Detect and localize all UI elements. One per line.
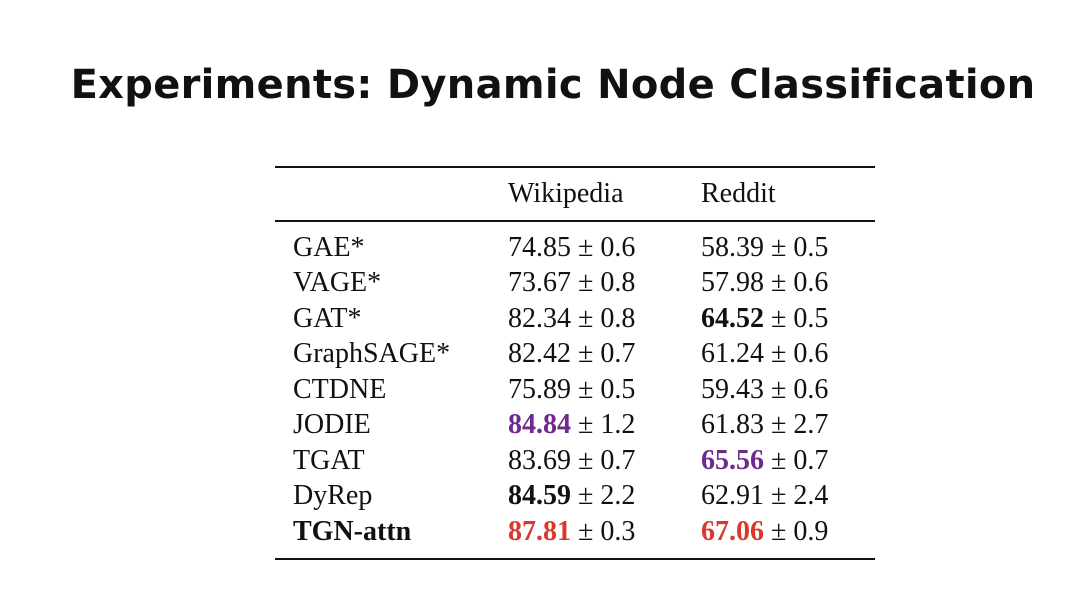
reddit-cell: 64.52 ± 0.5 (701, 301, 828, 337)
reddit-score: 62.91 (701, 480, 764, 511)
reddit-std: ± 2.7 (771, 409, 829, 440)
reddit-score: 64.52 (701, 302, 764, 334)
wikipedia-score: 84.84 (508, 409, 571, 440)
reddit-std: ± 0.9 (771, 515, 829, 547)
wikipedia-cell: 84.84 ± 1.2 (508, 407, 635, 443)
method-name: TGN-attn (293, 515, 412, 547)
wikipedia-score: 84.59 (508, 480, 571, 511)
table-row: DyRep 84.59 ± 2.2 62.91 ± 2.4 (275, 478, 875, 514)
method-name: GraphSAGE* (293, 338, 451, 369)
wikipedia-cell: 82.34 ± 0.8 (508, 301, 635, 337)
reddit-cell: 57.98 ± 0.6 (701, 265, 828, 301)
reddit-std: ± 0.5 (771, 302, 829, 334)
table-row: GraphSAGE* 82.42 ± 0.7 61.24 ± 0.6 (275, 336, 875, 372)
reddit-cell: 62.91 ± 2.4 (701, 478, 828, 514)
header-reddit: Reddit (701, 178, 776, 209)
method-name: GAT* (293, 302, 362, 334)
wikipedia-std: ± 0.7 (578, 338, 636, 369)
results-table: Wikipedia Reddit GAE* 74.85 ± 0.6 58.39 ± … (275, 166, 875, 560)
wikipedia-cell: 83.69 ± 0.7 (508, 443, 635, 479)
wikipedia-cell: 87.81 ± 0.3 (508, 514, 635, 550)
method-name: CTDNE (293, 373, 387, 405)
wikipedia-std: ± 0.3 (578, 515, 636, 547)
method-name: GAE* (293, 231, 365, 263)
method-name: JODIE (293, 409, 371, 440)
table-row: TGAT 83.69 ± 0.7 65.56 ± 0.7 (275, 443, 875, 479)
wikipedia-cell: 82.42 ± 0.7 (508, 336, 635, 372)
table-header: Wikipedia Reddit (275, 168, 875, 220)
reddit-score: 61.83 (701, 409, 764, 440)
reddit-score: 67.06 (701, 515, 764, 547)
slide-title: Experiments: Dynamic Node Classification (70, 62, 1036, 108)
reddit-std: ± 0.7 (771, 444, 829, 476)
reddit-cell: 67.06 ± 0.9 (701, 514, 828, 550)
wikipedia-std: ± 0.6 (578, 231, 636, 263)
reddit-std: ± 0.5 (771, 231, 829, 263)
header-wikipedia: Wikipedia (508, 178, 624, 209)
top-rule (275, 166, 875, 168)
method-name: DyRep (293, 480, 373, 511)
reddit-std: ± 0.6 (771, 338, 829, 369)
reddit-std: ± 0.6 (771, 373, 829, 405)
reddit-score: 57.98 (701, 267, 764, 298)
reddit-std: ± 0.6 (771, 267, 829, 298)
table-row: GAT* 82.34 ± 0.8 64.52 ± 0.5 (275, 301, 875, 337)
table-row: TGN-attn 87.81 ± 0.3 67.06 ± 0.9 (275, 514, 875, 550)
table-row: VAGE* 73.67 ± 0.8 57.98 ± 0.6 (275, 265, 875, 301)
reddit-score: 61.24 (701, 338, 764, 369)
table-body: GAE* 74.85 ± 0.6 58.39 ± 0.5 VAGE* 73.67 ± 0… (275, 222, 875, 559)
wikipedia-std: ± 1.2 (578, 409, 636, 440)
reddit-score: 58.39 (701, 231, 764, 263)
method-name: TGAT (293, 444, 365, 476)
reddit-cell: 65.56 ± 0.7 (701, 443, 828, 479)
bottom-rule (275, 558, 875, 560)
reddit-score: 59.43 (701, 373, 764, 405)
wikipedia-score: 74.85 (508, 231, 571, 263)
wikipedia-score: 87.81 (508, 515, 571, 547)
wikipedia-std: ± 0.8 (578, 302, 636, 334)
reddit-std: ± 2.4 (771, 480, 829, 511)
reddit-cell: 61.83 ± 2.7 (701, 407, 828, 443)
wikipedia-score: 82.42 (508, 338, 571, 369)
table-row: JODIE 84.84 ± 1.2 61.83 ± 2.7 (275, 407, 875, 443)
mid-rule (275, 220, 875, 222)
reddit-cell: 58.39 ± 0.5 (701, 230, 828, 266)
wikipedia-score: 73.67 (508, 267, 571, 298)
wikipedia-score: 82.34 (508, 302, 571, 334)
wikipedia-std: ± 2.2 (578, 480, 636, 511)
method-name: VAGE* (293, 267, 382, 298)
reddit-cell: 59.43 ± 0.6 (701, 372, 828, 408)
wikipedia-cell: 73.67 ± 0.8 (508, 265, 635, 301)
table-row: GAE* 74.85 ± 0.6 58.39 ± 0.5 (275, 230, 875, 266)
reddit-score: 65.56 (701, 444, 764, 476)
wikipedia-score: 75.89 (508, 373, 571, 405)
reddit-cell: 61.24 ± 0.6 (701, 336, 828, 372)
wikipedia-cell: 84.59 ± 2.2 (508, 478, 635, 514)
wikipedia-cell: 74.85 ± 0.6 (508, 230, 635, 266)
wikipedia-cell: 75.89 ± 0.5 (508, 372, 635, 408)
wikipedia-std: ± 0.7 (578, 444, 636, 476)
wikipedia-std: ± 0.8 (578, 267, 636, 298)
wikipedia-score: 83.69 (508, 444, 571, 476)
wikipedia-std: ± 0.5 (578, 373, 636, 405)
table-row: CTDNE 75.89 ± 0.5 59.43 ± 0.6 (275, 372, 875, 408)
